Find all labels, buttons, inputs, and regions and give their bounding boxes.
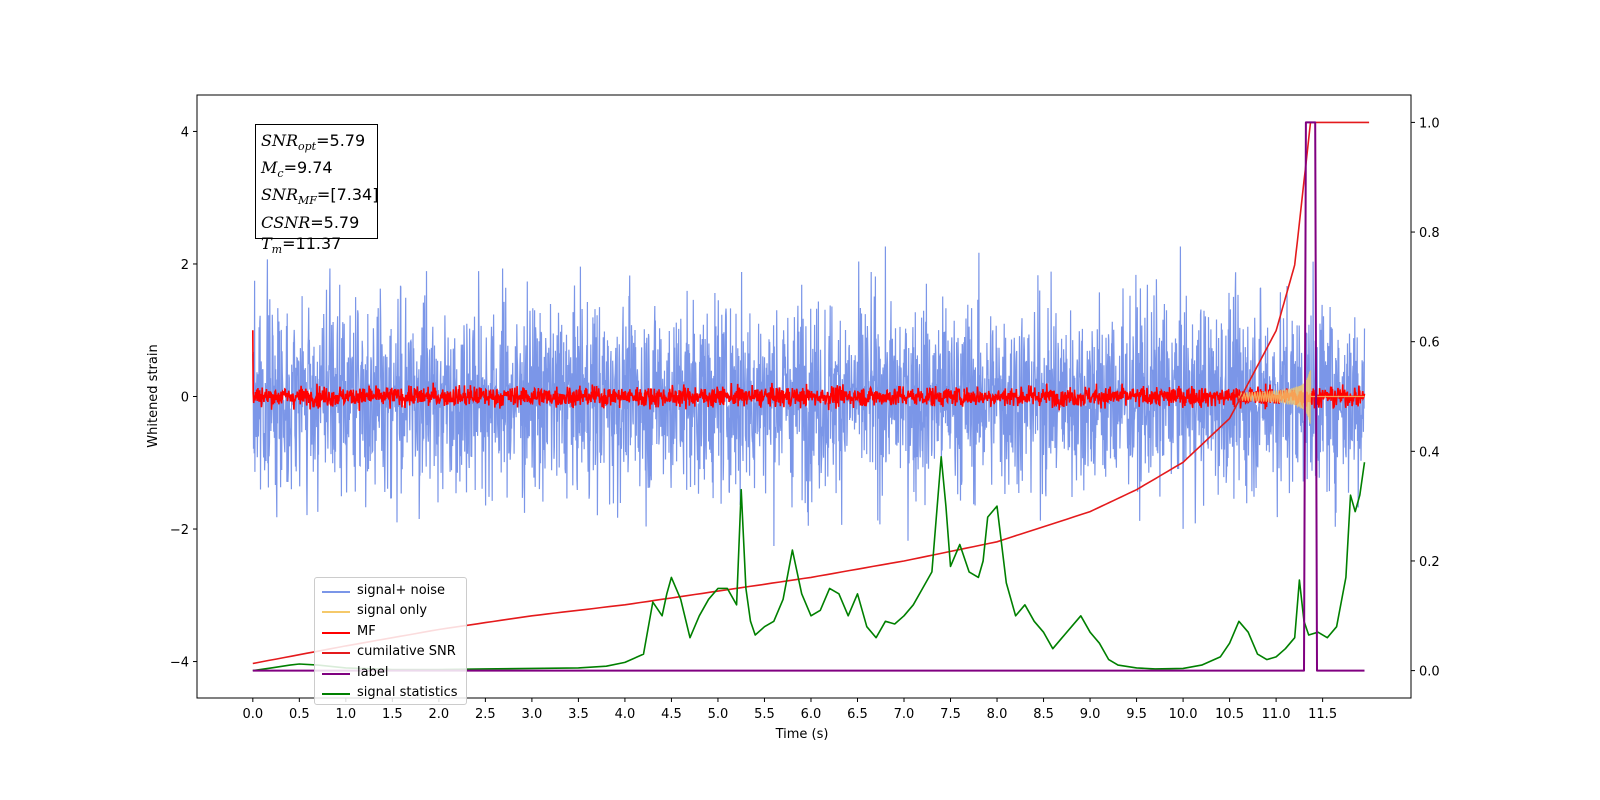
x-tick-label: 1.5 xyxy=(382,707,403,722)
annotation-tm: Tm=11.37 xyxy=(261,233,342,256)
x-tick-label: 10.0 xyxy=(1169,707,1198,722)
legend-label: label xyxy=(357,664,389,680)
y-tick-label: 0 xyxy=(181,391,189,406)
x-tick-label: 8.0 xyxy=(987,707,1008,722)
y-tick-label: 4 xyxy=(181,125,189,140)
y-right-tick-label: 1.0 xyxy=(1419,116,1440,131)
x-tick-label: 11.5 xyxy=(1308,707,1337,722)
x-tick-label: 4.0 xyxy=(615,707,636,722)
legend-label: MF xyxy=(357,623,376,639)
legend-item-label: label xyxy=(315,663,466,683)
x-tick-label: 9.0 xyxy=(1080,707,1101,722)
y-right-tick-label: 0.4 xyxy=(1419,445,1440,460)
legend-item-signal-only: signal only xyxy=(315,601,466,621)
legend-label: cumilative SNR xyxy=(357,644,456,660)
series-signal-statistics xyxy=(252,456,1366,672)
annotation-mc: Mc=9.74 xyxy=(261,158,333,181)
x-tick-label: 4.5 xyxy=(661,707,682,722)
x-tick-label: 2.5 xyxy=(475,707,496,722)
series-mf xyxy=(252,330,1366,411)
series-cumulative-snr xyxy=(252,121,1370,665)
legend-swatch xyxy=(322,652,350,655)
x-tick-label: 8.5 xyxy=(1033,707,1054,722)
legend-item-mf: MF xyxy=(315,622,466,642)
annotation-snr-mf: SNRMF=[7.34] xyxy=(261,185,379,208)
legend-swatch xyxy=(322,591,350,593)
x-tick-label: 6.5 xyxy=(847,707,868,722)
y-right-tick-label: 0.6 xyxy=(1419,336,1440,351)
x-tick-label: 6.0 xyxy=(801,707,822,722)
annotation-snr-opt: SNRopt=5.79 xyxy=(261,131,366,154)
legend-label: signal+ noise xyxy=(357,583,446,598)
legend: signal+ noise signal only MF cumilative … xyxy=(314,577,467,705)
legend-item-cumulative-snr: cumilative SNR xyxy=(315,642,466,662)
y-axis-left: 4 2 0 −2 −4 xyxy=(170,125,197,671)
legend-item-signal-noise: signal+ noise xyxy=(315,581,466,601)
x-tick-label: 5.0 xyxy=(708,707,729,722)
x-tick-label: 7.0 xyxy=(894,707,915,722)
x-tick-label: 3.5 xyxy=(568,707,589,722)
x-tick-label: 10.5 xyxy=(1215,707,1244,722)
y-tick-label: −2 xyxy=(170,523,189,538)
y-axis-label: Whitened strain xyxy=(146,344,161,447)
y-right-tick-label: 0.2 xyxy=(1419,555,1440,570)
x-tick-label: 1.0 xyxy=(335,707,356,722)
x-tick-label: 0.0 xyxy=(242,707,263,722)
x-tick-label: 2.0 xyxy=(429,707,450,722)
plot-area xyxy=(252,121,1370,672)
x-tick-label: 9.5 xyxy=(1126,707,1147,722)
y-axis-right: 1.0 0.8 0.6 0.4 0.2 0.0 xyxy=(1411,116,1440,680)
x-tick-label: 0.5 xyxy=(289,707,310,722)
series-signal-only xyxy=(1238,370,1365,424)
x-axis: 0.0 0.5 1.0 1.5 2.0 2.5 3.0 3.5 4.0 4.5 5.0 5.5 6.0 6… xyxy=(242,698,1337,722)
x-tick-label: 7.5 xyxy=(940,707,961,722)
series-signal-noise xyxy=(252,246,1366,547)
y-right-tick-label: 0.0 xyxy=(1419,665,1440,680)
legend-swatch xyxy=(322,672,350,675)
x-tick-label: 11.0 xyxy=(1262,707,1291,722)
legend-swatch xyxy=(322,611,350,614)
legend-item-signal-statistics: signal statistics xyxy=(315,683,466,703)
x-axis-label: Time (s) xyxy=(775,727,829,742)
legend-swatch xyxy=(322,692,350,695)
x-tick-label: 5.5 xyxy=(754,707,775,722)
annotation-csnr: CSNR=5.79 xyxy=(261,212,360,232)
annotation-box: SNRopt=5.79 Mc=9.74 SNRMF=[7.34] CSNR=5.… xyxy=(255,124,379,256)
y-tick-label: −4 xyxy=(170,656,189,671)
x-tick-label: 3.0 xyxy=(522,707,543,722)
y-right-tick-label: 0.8 xyxy=(1419,226,1440,241)
legend-label: signal statistics xyxy=(357,684,458,700)
legend-swatch xyxy=(322,631,350,634)
series-label xyxy=(252,121,1365,672)
y-tick-label: 2 xyxy=(181,258,189,273)
legend-label: signal only xyxy=(357,603,428,619)
